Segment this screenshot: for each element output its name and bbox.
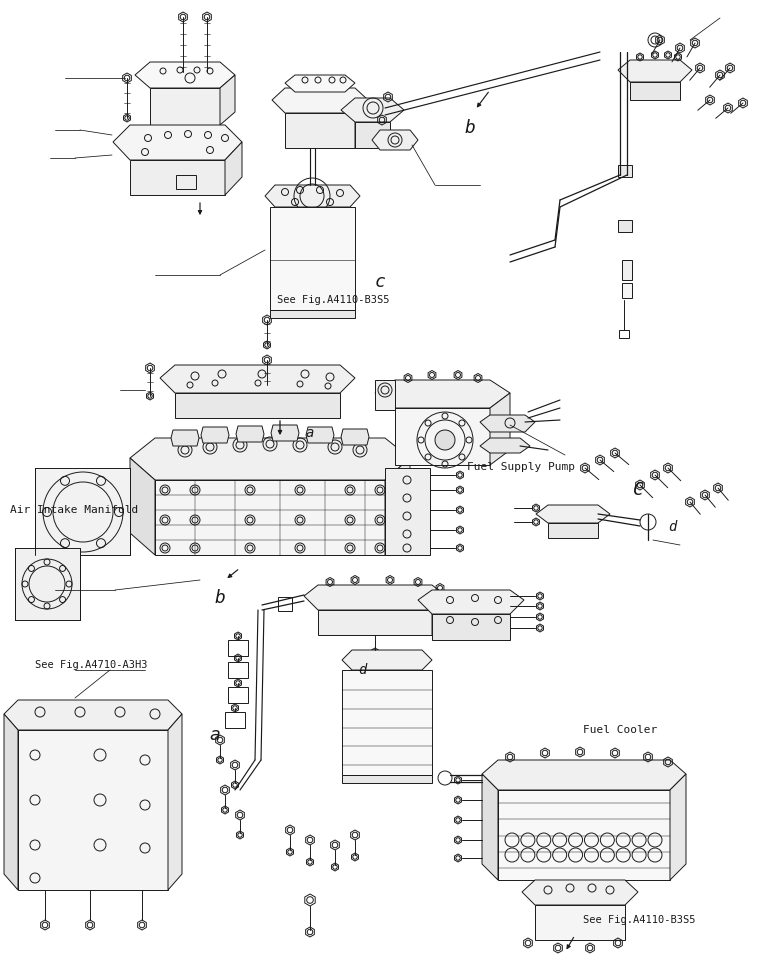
Text: See Fig.A4710-A3H3: See Fig.A4710-A3H3 — [35, 660, 148, 670]
Text: d: d — [668, 520, 676, 534]
Polygon shape — [15, 548, 80, 620]
Text: b: b — [215, 589, 226, 607]
Polygon shape — [171, 430, 199, 446]
Bar — [228, 687, 248, 703]
Polygon shape — [168, 714, 182, 890]
Polygon shape — [385, 458, 410, 555]
Bar — [619, 330, 629, 338]
Bar — [176, 175, 196, 189]
Polygon shape — [220, 75, 235, 125]
Polygon shape — [535, 905, 625, 940]
Polygon shape — [304, 585, 446, 610]
Polygon shape — [160, 365, 355, 393]
Polygon shape — [130, 438, 410, 480]
Polygon shape — [342, 650, 432, 670]
Bar — [228, 662, 248, 678]
Polygon shape — [480, 415, 535, 432]
Polygon shape — [113, 125, 242, 160]
Polygon shape — [150, 88, 220, 125]
Polygon shape — [432, 614, 510, 640]
Bar — [622, 260, 632, 280]
Polygon shape — [272, 88, 368, 113]
Polygon shape — [670, 774, 686, 880]
Polygon shape — [285, 75, 355, 92]
Polygon shape — [306, 427, 334, 443]
Polygon shape — [318, 610, 432, 635]
Polygon shape — [4, 714, 18, 890]
Text: Fuel Supply Pump: Fuel Supply Pump — [467, 462, 575, 472]
Polygon shape — [341, 98, 404, 122]
Text: d: d — [358, 663, 367, 677]
Polygon shape — [432, 596, 446, 635]
Polygon shape — [225, 142, 242, 195]
Polygon shape — [490, 393, 510, 465]
Text: c: c — [375, 273, 386, 291]
Polygon shape — [35, 468, 130, 555]
Polygon shape — [135, 62, 235, 88]
Polygon shape — [480, 438, 530, 453]
Polygon shape — [372, 130, 418, 150]
Circle shape — [435, 430, 455, 450]
Polygon shape — [201, 427, 229, 443]
Text: Fuel Cooler: Fuel Cooler — [583, 725, 658, 735]
Polygon shape — [236, 426, 264, 442]
Text: a: a — [210, 726, 220, 744]
Polygon shape — [285, 113, 355, 148]
Text: C: C — [632, 481, 643, 499]
Polygon shape — [482, 774, 498, 880]
Bar — [622, 283, 632, 298]
Text: See Fig.A4110-B3S5: See Fig.A4110-B3S5 — [277, 295, 389, 305]
Polygon shape — [385, 468, 430, 555]
Polygon shape — [536, 505, 610, 523]
Polygon shape — [130, 458, 155, 555]
Polygon shape — [4, 700, 182, 730]
Polygon shape — [270, 310, 355, 318]
Bar — [278, 597, 292, 611]
Polygon shape — [355, 122, 390, 148]
Polygon shape — [482, 760, 686, 790]
Polygon shape — [618, 60, 692, 82]
Polygon shape — [342, 670, 432, 775]
Polygon shape — [265, 185, 360, 207]
Polygon shape — [630, 82, 680, 100]
Text: a: a — [306, 426, 314, 440]
Polygon shape — [375, 380, 395, 410]
Polygon shape — [271, 425, 299, 441]
Polygon shape — [375, 380, 510, 408]
Polygon shape — [548, 523, 598, 538]
Bar — [618, 220, 632, 232]
Bar — [618, 165, 632, 177]
Polygon shape — [270, 207, 355, 310]
Text: Air Intake Manifold: Air Intake Manifold — [10, 505, 138, 515]
Polygon shape — [522, 880, 638, 905]
Polygon shape — [18, 730, 168, 890]
Polygon shape — [342, 775, 432, 783]
Text: b: b — [465, 119, 475, 137]
Polygon shape — [418, 590, 524, 614]
Text: See Fig.A4110-B3S5: See Fig.A4110-B3S5 — [583, 915, 696, 925]
Bar — [225, 712, 245, 728]
Polygon shape — [498, 790, 670, 880]
Polygon shape — [175, 393, 340, 418]
Bar — [228, 640, 248, 656]
Polygon shape — [155, 480, 385, 555]
Polygon shape — [341, 429, 369, 445]
Polygon shape — [395, 408, 490, 465]
Polygon shape — [130, 160, 225, 195]
Polygon shape — [355, 100, 368, 148]
